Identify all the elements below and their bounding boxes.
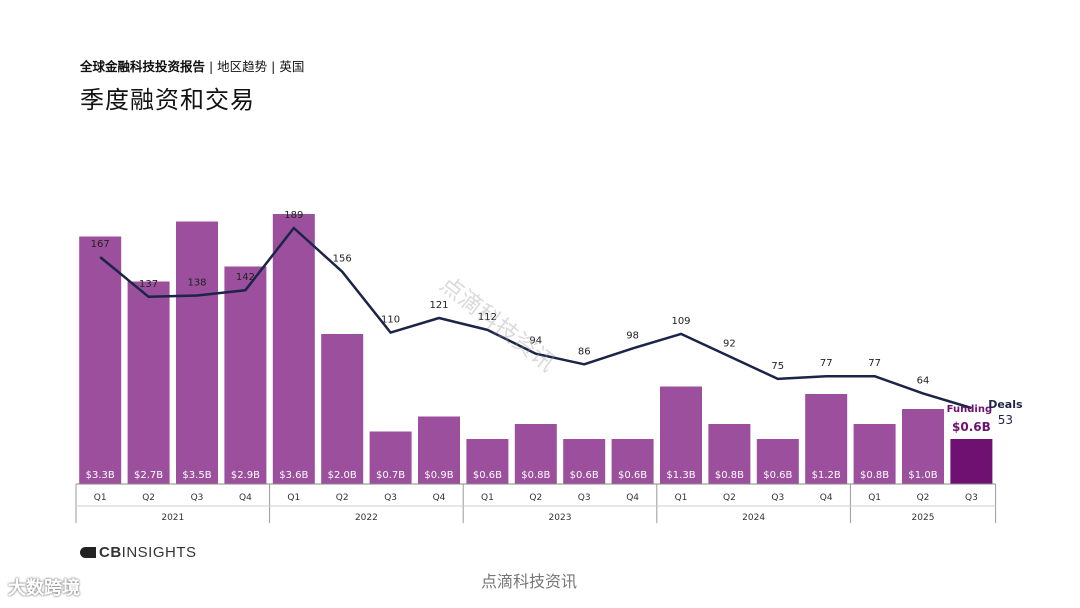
quarter-tick-label: Q1: [481, 493, 494, 503]
funding-bar-label: $3.3B: [86, 470, 115, 481]
funding-bar: [127, 281, 170, 484]
quarter-tick-label: Q2: [142, 493, 155, 503]
cb-insights-logo: CBINSIGHTS: [80, 544, 197, 561]
report-name: 全球金融科技投资报告: [80, 59, 206, 74]
funding-bar: [466, 439, 509, 484]
deals-point-label: 75: [771, 361, 784, 372]
report-line: 全球金融科技投资报告 | 地区趋势 | 英国: [80, 56, 304, 75]
funding-bar: [563, 439, 606, 484]
funding-bar-label: $3.5B: [182, 470, 211, 481]
quarter-tick-label: Q3: [771, 493, 784, 503]
funding-bar-label: $2.9B: [231, 470, 260, 481]
quarter-tick-label: Q4: [626, 493, 639, 503]
deals-point-label: 94: [529, 336, 542, 347]
quarter-tick-label: Q3: [578, 493, 591, 503]
quarter-tick-label: Q3: [965, 493, 978, 503]
year-tick-label: 2023: [549, 513, 572, 523]
cb-logo-mark-icon: [80, 547, 96, 558]
funding-bar: [708, 424, 751, 484]
year-tick-label: 2025: [912, 513, 935, 523]
deals-point-label: 77: [868, 358, 881, 369]
quarter-tick-label: Q3: [191, 493, 204, 503]
deals-line: [99, 226, 972, 410]
funding-bar-label: $3.6B: [279, 470, 308, 481]
funding-bar-label: $0.6B: [618, 470, 647, 481]
bottom-watermark: 点滴科技资讯: [481, 572, 578, 591]
year-tick-label: 2022: [355, 513, 378, 523]
breadcrumb: | 地区趋势 | 英国: [205, 59, 305, 74]
funding-bar: [176, 221, 218, 484]
deals-point-label: 77: [820, 358, 833, 369]
funding-bar: [660, 386, 702, 484]
quarter-tick-label: Q4: [433, 493, 446, 503]
quarter-tick-label: Q2: [336, 493, 349, 503]
page-title: 季度融资和交易: [80, 86, 255, 114]
quarter-tick-label: Q4: [239, 493, 252, 503]
funding-bar: [950, 439, 993, 484]
deals-point-label: 137: [139, 279, 158, 290]
funding-bar-label: $2.7B: [134, 470, 163, 481]
year-tick-label: 2021: [161, 513, 184, 523]
deals-point-label: 86: [578, 346, 591, 357]
quarter-tick-label: Q1: [675, 493, 688, 503]
legend-deals-label: Deals: [988, 398, 1023, 411]
legend-funding-label: Funding: [947, 404, 992, 415]
funding-bar: [514, 424, 557, 484]
funding-bar-label: $1.0B: [908, 470, 937, 481]
deals-point-label: 138: [187, 278, 206, 289]
deals-point-label: 156: [333, 254, 352, 265]
funding-bar: [418, 416, 460, 484]
quarter-tick-label: Q1: [868, 493, 881, 503]
deals-point-label: 53: [998, 413, 1013, 427]
quarter-tick-label: Q2: [723, 493, 736, 503]
year-tick-label: 2024: [742, 513, 765, 523]
quarter-tick-label: Q4: [820, 493, 833, 503]
deals-point-label: 110: [381, 315, 400, 326]
funding-bar-label: $0.9B: [424, 470, 453, 481]
funding-bar-label: $0.8B: [715, 470, 744, 481]
deals-point-label: 167: [91, 239, 110, 250]
funding-bar-label: $2.0B: [328, 470, 357, 481]
funding-bar-label: $0.6B: [763, 470, 792, 481]
funding-bar: [853, 424, 896, 484]
deals-point-label: 64: [917, 375, 930, 386]
deals-point-label: 112: [478, 312, 497, 323]
quarter-tick-label: Q1: [94, 493, 107, 503]
quarter-tick-label: Q2: [529, 493, 542, 503]
deals-point-label: 109: [671, 316, 690, 327]
quarter-tick-label: Q3: [384, 493, 397, 503]
funding-bar-label: $1.3B: [666, 470, 695, 481]
quarter-tick-label: Q1: [287, 493, 300, 503]
deals-point-label: 189: [284, 210, 303, 221]
funding-bar: [272, 214, 315, 484]
funding-bar-label: $0.6B: [473, 470, 502, 481]
brand-name: INSIGHTS: [121, 544, 197, 561]
quarter-tick-label: Q2: [917, 493, 930, 503]
funding-bar-label: $1.2B: [812, 470, 841, 481]
funding-bar: [805, 394, 848, 484]
deals-point-label: 142: [236, 272, 255, 283]
funding-bar: [369, 431, 412, 484]
funding-bar-label: $0.8B: [860, 470, 889, 481]
funding-bar: [611, 439, 654, 484]
deals-point-label: 121: [429, 300, 448, 311]
funding-bar: [321, 334, 364, 484]
funding-bar-label: $0.8B: [521, 470, 550, 481]
funding-bar: [224, 266, 267, 484]
deals-point-label: 98: [626, 330, 639, 341]
funding-bar: [756, 439, 799, 484]
brand-prefix: CB: [99, 544, 122, 561]
funding-bar-label: $0.7B: [376, 470, 405, 481]
funding-bar-label: $0.6B: [570, 470, 599, 481]
deals-point-label: 92: [723, 338, 736, 349]
funding-bar: [79, 236, 122, 484]
corner-watermark: 大数跨境: [8, 578, 80, 599]
funding-bar-label: $0.6B: [952, 420, 991, 434]
funding-bar: [902, 409, 944, 484]
